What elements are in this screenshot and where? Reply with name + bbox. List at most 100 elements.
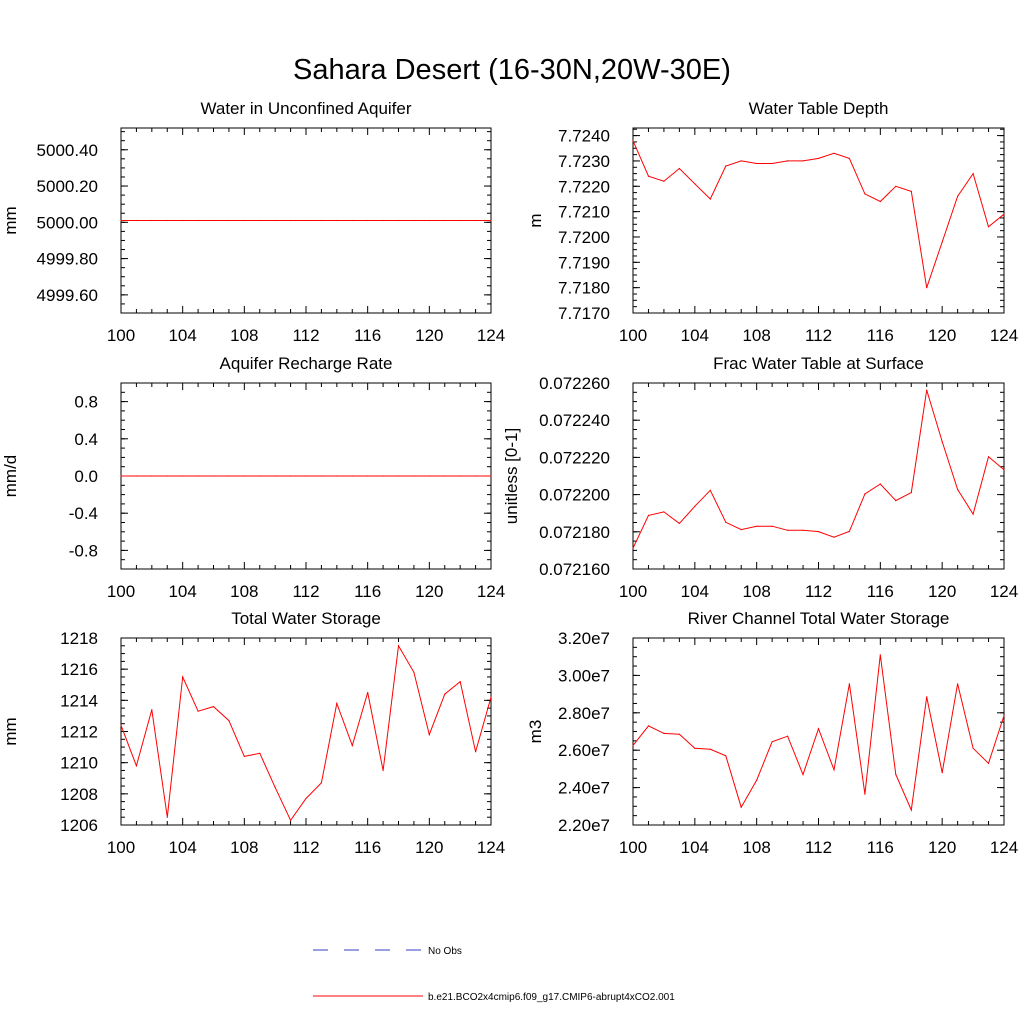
data-point xyxy=(756,525,758,527)
data-point xyxy=(987,456,990,458)
data-point xyxy=(444,219,446,222)
x-tick-label: 112 xyxy=(805,838,832,857)
data-point xyxy=(694,747,696,749)
x-tick-label: 120 xyxy=(928,838,956,857)
x-tick-label: 104 xyxy=(681,326,709,345)
data-point xyxy=(864,493,866,495)
data-point xyxy=(632,140,634,142)
data-point xyxy=(802,160,804,162)
data-point xyxy=(367,475,369,477)
y-axis-label: mm xyxy=(1,717,20,745)
data-point xyxy=(848,157,851,159)
legend-label: No Obs xyxy=(428,946,462,957)
data-point xyxy=(290,819,292,821)
data-point xyxy=(351,475,353,477)
data-point xyxy=(151,475,153,477)
x-tick-label: 112 xyxy=(805,326,832,345)
data-point xyxy=(802,529,804,531)
data-point xyxy=(367,219,369,222)
data-point xyxy=(740,529,742,531)
data-point xyxy=(1003,469,1005,471)
data-point xyxy=(910,492,912,494)
panel-3: Aquifer Recharge Rate 100 104 108 112 116 120 1… xyxy=(1,354,505,601)
panel-title: River Channel Total Water Storage xyxy=(688,609,950,628)
x-tick-label: 116 xyxy=(354,582,381,601)
data-point xyxy=(166,475,168,477)
data-point xyxy=(864,193,866,195)
panel-title: Water in Unconfined Aquifer xyxy=(200,99,411,118)
data-point xyxy=(879,200,881,203)
data-point xyxy=(941,441,943,443)
panel-title: Total Water Storage xyxy=(231,609,381,628)
data-point xyxy=(351,744,353,747)
data-point xyxy=(475,751,477,753)
data-point xyxy=(787,735,789,737)
data-point xyxy=(135,219,137,222)
data-point xyxy=(475,475,477,477)
data-point xyxy=(428,219,430,222)
data-point xyxy=(663,511,665,513)
y-tick-label: 0.072260 xyxy=(539,374,610,393)
data-point xyxy=(647,725,650,727)
data-point xyxy=(490,219,492,222)
x-tick-label: 124 xyxy=(990,582,1018,601)
data-point xyxy=(895,185,897,187)
data-point xyxy=(243,755,245,758)
data-point xyxy=(1003,213,1005,215)
data-point xyxy=(740,806,742,808)
data-point xyxy=(725,521,727,523)
data-point xyxy=(490,696,492,698)
legend: No Obs b.e21.BCO2x4cmip6.f09_g17.CMIP6-ab… xyxy=(313,946,675,1003)
data-point xyxy=(305,797,307,800)
data-point xyxy=(895,773,897,776)
data-point xyxy=(848,530,851,533)
y-tick-label: 7.7220 xyxy=(558,177,610,196)
data-point xyxy=(848,683,851,685)
data-point xyxy=(802,773,804,776)
x-tick-label: 100 xyxy=(619,582,647,601)
data-point xyxy=(771,741,773,743)
y-axis-label: mm xyxy=(1,206,20,234)
data-point xyxy=(817,728,820,730)
y-tick-label: 7.7230 xyxy=(558,152,610,171)
x-tick-label: 100 xyxy=(619,838,647,857)
data-point xyxy=(120,475,122,477)
y-tick-label: 1218 xyxy=(60,629,98,648)
x-tick-label: 104 xyxy=(681,582,709,601)
x-tick-label: 120 xyxy=(415,582,443,601)
y-tick-label: 2.20e7 xyxy=(558,816,610,835)
y-tick-label: 7.7240 xyxy=(558,127,610,146)
y-tick-label: 1212 xyxy=(60,723,98,742)
data-point xyxy=(135,765,137,767)
y-tick-label: 7.7170 xyxy=(558,304,610,323)
data-point xyxy=(941,241,943,243)
data-point xyxy=(879,483,881,485)
data-point xyxy=(895,500,897,502)
y-axis-label: m xyxy=(526,213,545,227)
x-tick-label: 108 xyxy=(742,326,770,345)
data-point xyxy=(444,693,446,695)
y-axis-label: unitless [0-1] xyxy=(502,428,521,524)
x-tick-label: 104 xyxy=(168,838,196,857)
data-point xyxy=(182,475,184,477)
data-point xyxy=(305,475,307,477)
y-tick-label: 2.80e7 xyxy=(558,704,610,723)
x-tick-label: 124 xyxy=(477,838,505,857)
data-point xyxy=(926,389,928,391)
data-point xyxy=(941,772,943,774)
data-point xyxy=(413,219,415,222)
figure-title: Sahara Desert (16-30N,20W-30E) xyxy=(293,54,731,86)
y-tick-label: 5000.00 xyxy=(37,213,98,232)
y-tick-label: 0.072220 xyxy=(539,448,610,467)
x-tick-label: 100 xyxy=(107,582,135,601)
data-point xyxy=(413,671,415,673)
data-point xyxy=(413,475,415,477)
data-point xyxy=(632,547,634,549)
data-point xyxy=(428,475,430,477)
data-point xyxy=(678,522,681,525)
x-tick-label: 112 xyxy=(292,838,319,857)
data-point xyxy=(182,219,184,222)
x-tick-label: 124 xyxy=(990,326,1018,345)
y-tick-label: 0.0 xyxy=(74,467,98,486)
data-point xyxy=(632,744,634,747)
